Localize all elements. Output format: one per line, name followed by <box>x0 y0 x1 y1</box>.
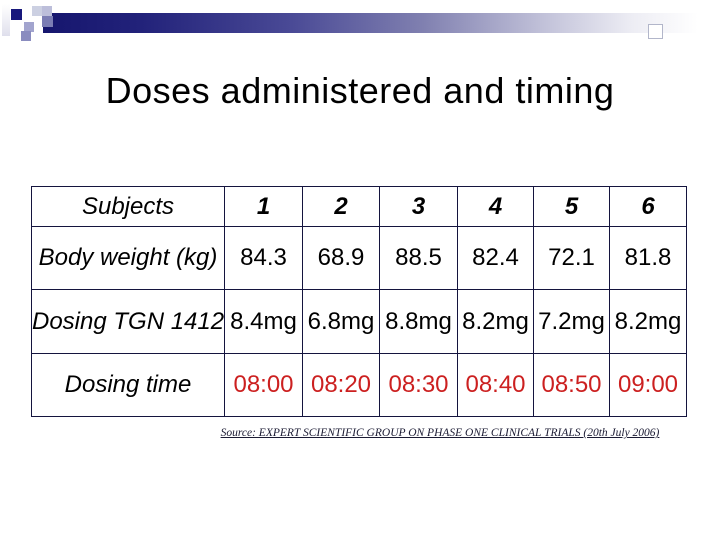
dosing-time-cell-6: 09:00 <box>609 353 687 417</box>
source-citation: Source: EXPERT SCIENTIFIC GROUP ON PHASE… <box>220 427 660 439</box>
deco-square-lavender3 <box>21 31 31 41</box>
dosing-time-cell-2: 08:20 <box>302 353 380 417</box>
dosing-cell-2: 6.8mg <box>302 289 380 354</box>
deco-square-light <box>32 6 42 16</box>
row-label-subjects: Subjects <box>31 186 225 227</box>
body-weight-cell-2: 68.9 <box>302 226 380 290</box>
row-label-dosing: Dosing TGN 1412 <box>31 289 225 354</box>
body-weight-cell-1: 84.3 <box>224 226 303 290</box>
dosing-cell-5: 7.2mg <box>533 289 610 354</box>
body-weight-cell-6: 81.8 <box>609 226 687 290</box>
dosing-time-cell-4: 08:40 <box>457 353 534 417</box>
dosing-cell-3: 8.8mg <box>379 289 458 354</box>
header-cell-subject-3: 3 <box>379 186 458 227</box>
header-cell-subject-1: 1 <box>224 186 303 227</box>
slide-title: Doses administered and timing <box>105 70 615 111</box>
deco-square-outline <box>648 24 663 39</box>
dosing-time-cell-1: 08:00 <box>224 353 303 417</box>
body-weight-cell-4: 82.4 <box>457 226 534 290</box>
body-weight-cell-5: 72.1 <box>533 226 610 290</box>
header-cell-subject-4: 4 <box>457 186 534 227</box>
dosing-table: Subjects 1 2 3 4 5 6 Body weight (kg) 84… <box>31 186 687 417</box>
deco-vertical-strip <box>2 4 10 36</box>
dosing-cell-6: 8.2mg <box>609 289 687 354</box>
table-row-dosing-time: Dosing time 08:00 08:20 08:30 08:40 08:5… <box>31 353 687 417</box>
table-row-body-weight: Body weight (kg) 84.3 68.9 88.5 82.4 72.… <box>31 226 687 290</box>
deco-square-navy <box>11 9 22 20</box>
dosing-cell-1: 8.4mg <box>224 289 303 354</box>
body-weight-cell-3: 88.5 <box>379 226 458 290</box>
table-header-row: Subjects 1 2 3 4 5 6 <box>31 186 687 227</box>
header-cell-subject-2: 2 <box>302 186 380 227</box>
row-label-body-weight: Body weight (kg) <box>31 226 225 290</box>
deco-square-lavender2 <box>24 22 34 32</box>
header-cell-subject-6: 6 <box>609 186 687 227</box>
row-label-dosing-time: Dosing time <box>31 353 225 417</box>
dosing-cell-4: 8.2mg <box>457 289 534 354</box>
header-cell-subject-5: 5 <box>533 186 610 227</box>
header-gradient-bar <box>43 13 698 33</box>
deco-square-lavender <box>42 16 53 27</box>
deco-square-light2 <box>42 6 52 16</box>
table-row-dosing: Dosing TGN 1412 8.4mg 6.8mg 8.8mg 8.2mg … <box>31 289 687 354</box>
dosing-time-cell-5: 08:50 <box>533 353 610 417</box>
dosing-time-cell-3: 08:30 <box>379 353 458 417</box>
